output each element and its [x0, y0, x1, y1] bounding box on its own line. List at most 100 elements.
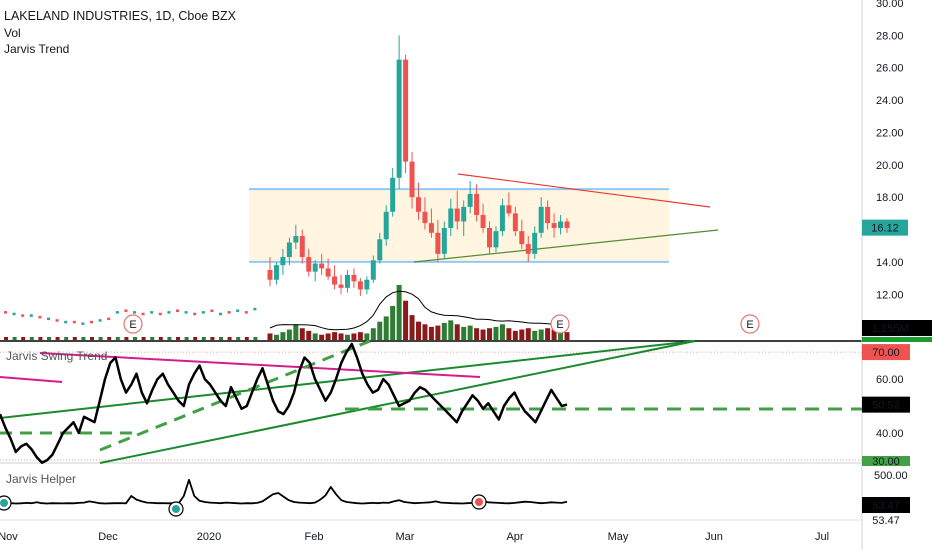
volume-bar	[201, 337, 206, 340]
swing-tick-label: 40.00	[876, 428, 904, 440]
volume-bar	[107, 337, 112, 340]
volume-bar	[124, 337, 129, 340]
candle-body	[448, 208, 454, 228]
swing-last-label: 50.52	[872, 400, 900, 412]
price-tick-label: 28.00	[876, 30, 904, 42]
trend-legend: Jarvis Trend	[4, 42, 70, 56]
volume-bar	[167, 337, 172, 340]
volume-bar	[293, 324, 299, 340]
price-dot	[133, 311, 136, 314]
volume-bar	[390, 305, 396, 340]
volume-bar	[377, 321, 383, 340]
candle-body	[545, 206, 551, 224]
volume-bar	[467, 325, 473, 340]
candle-body	[306, 257, 312, 272]
candle-body	[344, 274, 350, 288]
candle-body	[454, 208, 460, 222]
volume-bar	[280, 332, 286, 340]
volume-bar	[176, 337, 180, 340]
helper-last-badge	[862, 497, 910, 513]
price-dot	[158, 312, 162, 316]
price-dot	[12, 312, 16, 316]
chart-title: LAKELAND INDUSTRIES, 1D, Cboe BZX	[4, 9, 237, 23]
volume-bar	[396, 285, 402, 340]
volume-bar	[12, 337, 17, 340]
time-tick-label: Nov	[0, 531, 18, 543]
helper-bottom-label: 53.47	[872, 515, 900, 527]
price-dot	[219, 312, 222, 316]
volume-bar	[435, 325, 441, 340]
volume-bar	[286, 329, 292, 340]
swing-magenta-left	[0, 376, 63, 383]
price-tick-label: 14.00	[876, 257, 904, 269]
earnings-marker-icon	[550, 314, 570, 334]
time-tick-label: 2020	[197, 531, 221, 543]
candle-body	[280, 257, 286, 266]
earnings-marker-label: E	[746, 319, 753, 331]
volume-bar	[236, 337, 241, 340]
price-dot	[184, 311, 188, 314]
candle-body	[364, 279, 370, 290]
swing-last-badge	[862, 396, 910, 413]
candle-body	[403, 59, 409, 162]
earnings-marker-icon	[123, 314, 143, 334]
candle-body	[332, 276, 338, 285]
volume-bar	[461, 326, 467, 340]
volume-bar	[184, 337, 189, 340]
swing-line	[0, 342, 568, 464]
volume-bar	[219, 337, 223, 340]
volume-bar	[487, 328, 493, 340]
price-tick-label: 26.00	[876, 63, 904, 75]
helper-signal-dot	[0, 499, 8, 507]
price-tick-label: 24.00	[876, 95, 904, 107]
volume-bar	[474, 328, 480, 340]
volume-bar	[81, 337, 86, 340]
time-tick-label: May	[608, 531, 629, 543]
earnings-marker-icon	[740, 314, 760, 334]
price-tick-label: 12.00	[876, 289, 904, 301]
candle-body	[312, 263, 318, 272]
price-dot	[72, 320, 76, 324]
volume-bar	[253, 337, 258, 340]
volume-bar	[416, 321, 421, 340]
price-dot	[193, 312, 197, 316]
candle-body	[474, 193, 480, 216]
helper-legend: Jarvis Helper	[6, 472, 77, 486]
swing-lower-label: 30.00	[872, 456, 900, 468]
candle-body	[480, 215, 486, 228]
consolidation-band	[249, 189, 669, 262]
volume-bar	[141, 337, 146, 340]
price-dot	[107, 317, 111, 321]
volume-bar	[428, 326, 434, 340]
volume-bar	[38, 337, 43, 340]
volume-bar	[306, 330, 312, 340]
candle-body	[325, 268, 331, 277]
volume-bar	[493, 326, 499, 340]
candle-body	[319, 263, 325, 269]
candle-body	[299, 236, 305, 258]
price-dot	[81, 322, 85, 325]
volume-bar	[193, 337, 198, 340]
volume-bar	[422, 324, 428, 340]
resistance-trendline	[457, 173, 711, 208]
price-dot	[38, 315, 42, 319]
volume-bar	[227, 337, 232, 340]
helper-signal-dot	[475, 498, 483, 506]
volume-badge	[862, 320, 932, 336]
candle-body	[519, 231, 525, 245]
volume-bar	[72, 337, 77, 340]
volume-bar	[332, 332, 338, 340]
time-tick-label: Jul	[815, 531, 829, 543]
price-dot	[64, 320, 68, 324]
helper-signal-dot	[172, 505, 180, 513]
candle-body	[538, 206, 544, 233]
volume-bar	[29, 337, 34, 340]
price-dot	[98, 319, 102, 322]
volume-bar	[115, 337, 120, 340]
volume-bar	[267, 333, 273, 340]
volume-bar	[370, 328, 376, 340]
price-dot	[253, 307, 257, 311]
volume-bar	[133, 337, 137, 340]
